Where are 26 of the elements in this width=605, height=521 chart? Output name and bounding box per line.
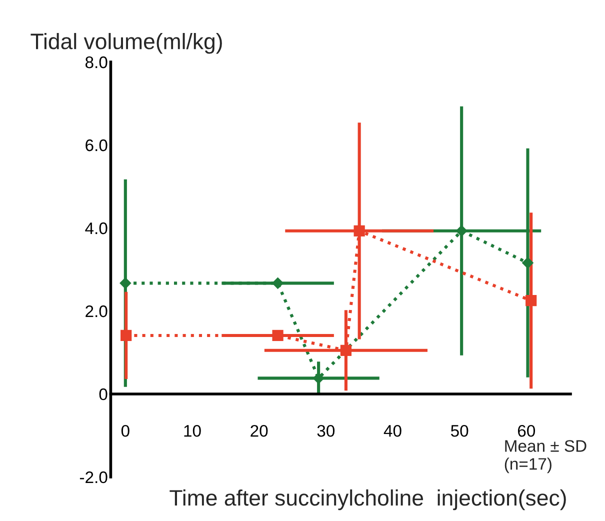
annotation: Mean ± SD (n=17) (504, 440, 586, 474)
x-axis-title: Time after succinylcholine injection(sec) (170, 489, 566, 510)
x-tick-label: 40 (384, 424, 402, 437)
y-tick-label: 6.0 (86, 139, 108, 152)
x-tick-label: 20 (250, 424, 268, 437)
point (272, 277, 284, 290)
x-tick-label: 10 (184, 424, 201, 437)
x-tick-label: 30 (317, 424, 335, 437)
y-tick-label: 4.0 (85, 222, 108, 234)
point (312, 372, 324, 384)
y-tick-label: 2.0 (86, 305, 108, 318)
point (340, 344, 352, 356)
y-tick-label: 0 (99, 388, 108, 400)
x-tick-label: 60 (518, 424, 536, 437)
y-tick-label: -2.0 (80, 471, 108, 484)
y-tick-label: 8.0 (85, 56, 108, 68)
y-axis-title: Tidal volume(ml/kg) (30, 32, 222, 54)
point (120, 277, 132, 290)
point (456, 225, 468, 237)
x-tick-label: 0 (121, 424, 130, 437)
point (354, 225, 365, 236)
point (120, 330, 132, 342)
point (522, 256, 534, 269)
point (272, 330, 284, 342)
x-tick-label: 50 (450, 424, 468, 437)
point (526, 295, 537, 306)
